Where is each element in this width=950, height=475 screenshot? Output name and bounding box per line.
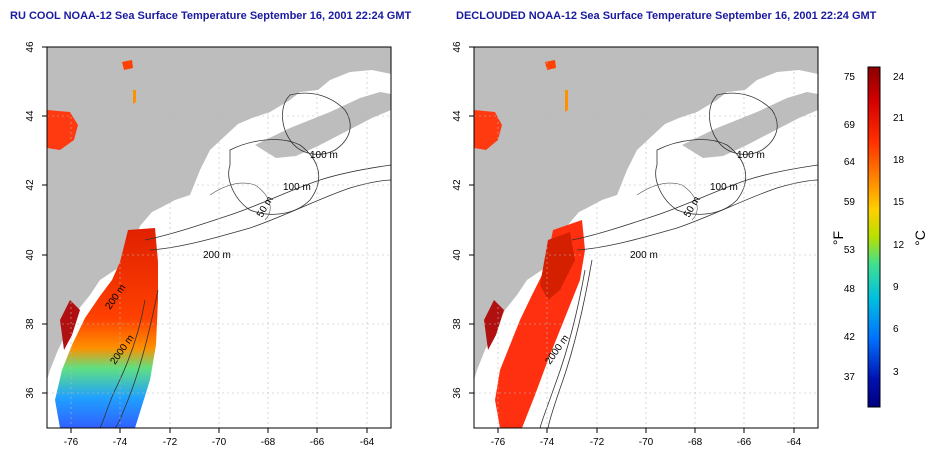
fahrenheit-tick: 48 <box>844 284 856 295</box>
contour-label: 100 m <box>710 182 738 193</box>
y-tick-label: 44 <box>25 110 36 122</box>
land-mass <box>474 47 818 380</box>
contour-label: 200 m <box>630 250 658 261</box>
left-map-panel: 100 m 100 m 50 m 200 m 200 m 2000 m -76 … <box>25 41 392 448</box>
contour-label: 200 m <box>203 250 231 261</box>
fahrenheit-tick: 69 <box>844 120 856 131</box>
x-tick-label: -64 <box>787 437 802 448</box>
y-tick-label: 42 <box>25 179 36 191</box>
fahrenheit-tick: 75 <box>844 72 856 83</box>
celsius-tick: 21 <box>893 113 905 124</box>
y-tick-label: 36 <box>452 387 463 399</box>
x-tick-label: -68 <box>688 437 703 448</box>
y-tick-label: 40 <box>452 249 463 261</box>
celsius-tick: 12 <box>893 240 905 251</box>
celsius-tick: 6 <box>893 324 899 335</box>
temperature-colorbar: 75 69 64 59 53 48 42 37 24 21 18 15 12 9… <box>830 66 928 408</box>
celsius-tick: 3 <box>893 367 899 378</box>
x-tick-label: -76 <box>64 437 79 448</box>
y-tick-label: 38 <box>25 318 36 330</box>
contour-label: 100 m <box>737 150 765 161</box>
left-panel-title: RU COOL NOAA-12 Sea Surface Temperature … <box>10 10 412 22</box>
y-tick-label: 38 <box>452 318 463 330</box>
fahrenheit-tick: 37 <box>844 372 856 383</box>
x-tick-label: -68 <box>261 437 276 448</box>
y-tick-label: 36 <box>25 387 36 399</box>
fahrenheit-tick: 42 <box>844 332 856 343</box>
x-tick-label: -76 <box>491 437 506 448</box>
right-map-panel: 100 m 100 m 50 m 200 m 2000 m -76 -74 -7… <box>452 41 819 448</box>
celsius-tick: 18 <box>893 155 905 166</box>
celsius-tick: 24 <box>893 72 905 83</box>
x-tick-label: -72 <box>590 437 605 448</box>
fahrenheit-label: °F <box>830 231 846 245</box>
contour-label: 100 m <box>310 150 338 161</box>
x-tick-label: -74 <box>540 437 555 448</box>
celsius-tick: 9 <box>893 282 899 293</box>
colorbar-gradient <box>867 66 881 408</box>
x-tick-label: -72 <box>163 437 178 448</box>
right-grid <box>474 47 818 428</box>
x-tick-label: -66 <box>737 437 752 448</box>
x-tick-label: -70 <box>212 437 227 448</box>
x-tick-label: -70 <box>639 437 654 448</box>
x-tick-label: -64 <box>360 437 375 448</box>
y-tick-label: 42 <box>452 179 463 191</box>
y-tick-label: 46 <box>25 41 36 53</box>
celsius-label: °C <box>912 230 928 246</box>
right-panel-title: DECLOUDED NOAA-12 Sea Surface Temperatur… <box>456 10 877 22</box>
fahrenheit-tick: 64 <box>844 157 856 168</box>
fahrenheit-tick: 53 <box>844 245 856 256</box>
sst-swath <box>55 228 158 428</box>
celsius-tick: 15 <box>893 197 905 208</box>
contour-label: 100 m <box>283 182 311 193</box>
x-tick-label: -74 <box>113 437 128 448</box>
y-tick-label: 46 <box>452 41 463 53</box>
y-tick-label: 40 <box>25 249 36 261</box>
x-tick-label: -66 <box>310 437 325 448</box>
y-tick-label: 44 <box>452 110 463 122</box>
fahrenheit-tick: 59 <box>844 197 856 208</box>
left-grid <box>47 47 391 428</box>
land-mass <box>47 47 391 380</box>
